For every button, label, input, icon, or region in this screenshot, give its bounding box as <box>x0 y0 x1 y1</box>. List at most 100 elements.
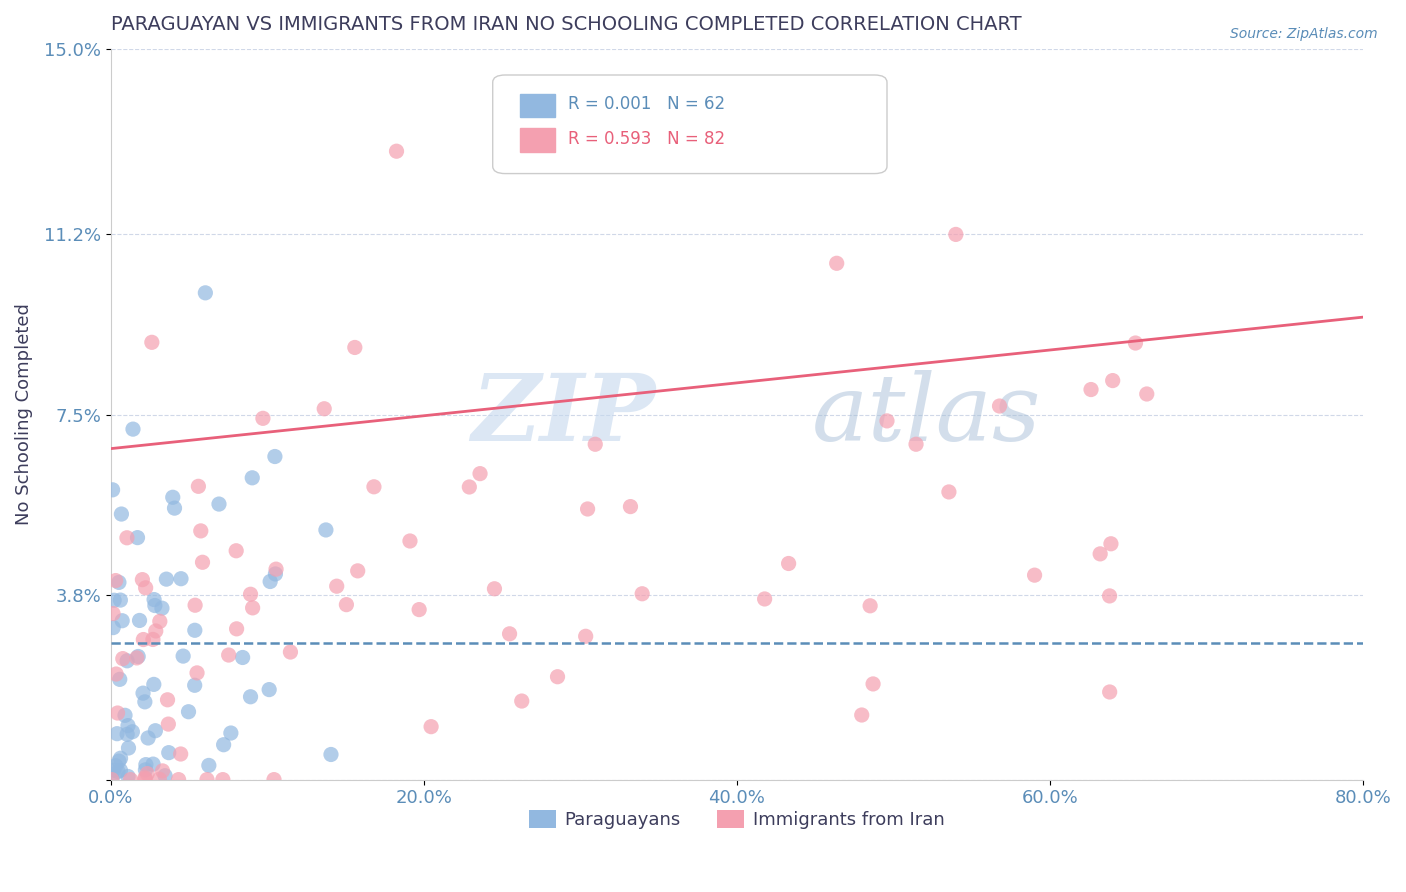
Point <box>319 747 342 762</box>
Point <box>988 399 1011 413</box>
Point <box>134 763 156 777</box>
Point <box>208 497 231 511</box>
Point <box>101 607 124 621</box>
Point <box>132 686 155 700</box>
Point <box>547 670 569 684</box>
Point <box>105 667 128 681</box>
Point <box>145 624 167 638</box>
Point <box>148 772 170 787</box>
Point <box>1099 537 1122 551</box>
Point <box>107 764 129 779</box>
Point <box>1098 685 1121 699</box>
Point <box>110 764 132 778</box>
Point <box>257 682 280 697</box>
Point <box>1101 374 1123 388</box>
Point <box>619 500 641 514</box>
Point <box>468 467 491 481</box>
Point <box>172 649 194 664</box>
Point <box>142 677 165 691</box>
Point <box>101 772 124 787</box>
Text: ZIP: ZIP <box>471 369 655 459</box>
Point <box>232 650 254 665</box>
Point <box>134 772 156 786</box>
Y-axis label: No Schooling Completed: No Schooling Completed <box>15 303 32 525</box>
Point <box>136 731 159 745</box>
Text: R = 0.001   N = 62: R = 0.001 N = 62 <box>568 95 725 113</box>
Point <box>108 754 131 768</box>
Point <box>167 772 190 787</box>
Point <box>335 598 357 612</box>
Point <box>420 720 443 734</box>
Point <box>343 341 366 355</box>
Point <box>122 422 145 436</box>
Point <box>103 763 125 777</box>
Point <box>132 632 155 647</box>
Point <box>252 411 274 425</box>
Point <box>136 766 159 780</box>
Point <box>184 598 207 612</box>
Point <box>198 758 221 772</box>
Point <box>225 622 247 636</box>
Point <box>115 531 138 545</box>
Point <box>325 579 347 593</box>
Point <box>576 502 599 516</box>
Point <box>103 593 125 607</box>
Point <box>315 523 337 537</box>
Point <box>187 479 209 493</box>
Point <box>212 738 235 752</box>
Point <box>264 450 287 464</box>
Point <box>101 772 124 786</box>
Point <box>105 727 128 741</box>
Point <box>510 694 533 708</box>
Point <box>240 471 263 485</box>
Point <box>128 614 150 628</box>
Point <box>150 601 173 615</box>
Point <box>104 574 127 588</box>
Point <box>107 706 129 720</box>
Point <box>108 673 131 687</box>
Point <box>145 723 167 738</box>
Point <box>905 437 928 451</box>
Point <box>120 772 142 787</box>
Point <box>851 708 873 723</box>
Point <box>104 758 127 772</box>
Point <box>101 483 124 497</box>
Point <box>142 757 165 772</box>
Point <box>117 718 139 732</box>
Point <box>754 591 776 606</box>
Point <box>108 575 131 590</box>
Point <box>103 621 125 635</box>
Point <box>115 654 138 668</box>
Point <box>152 764 174 778</box>
Text: atlas: atlas <box>811 369 1042 459</box>
Point <box>177 705 200 719</box>
Point <box>115 727 138 741</box>
Point <box>239 587 262 601</box>
Point <box>1098 589 1121 603</box>
Point <box>195 772 218 787</box>
Bar <box>520 94 555 118</box>
Point <box>163 501 186 516</box>
Point <box>194 285 217 300</box>
Point <box>111 651 134 665</box>
Point <box>498 627 520 641</box>
Point <box>1136 387 1159 401</box>
Point <box>239 690 262 704</box>
Point <box>114 708 136 723</box>
Point <box>127 531 149 545</box>
Point <box>408 602 430 616</box>
Point <box>264 562 287 576</box>
Point <box>186 665 208 680</box>
Point <box>127 649 149 664</box>
Point <box>117 741 139 756</box>
Point <box>385 145 408 159</box>
Point <box>399 533 422 548</box>
Point <box>225 543 247 558</box>
Point <box>131 573 153 587</box>
Point <box>631 587 654 601</box>
Point <box>263 772 285 787</box>
Point <box>190 524 212 538</box>
Point <box>484 582 506 596</box>
Point <box>156 693 179 707</box>
Point <box>242 600 264 615</box>
